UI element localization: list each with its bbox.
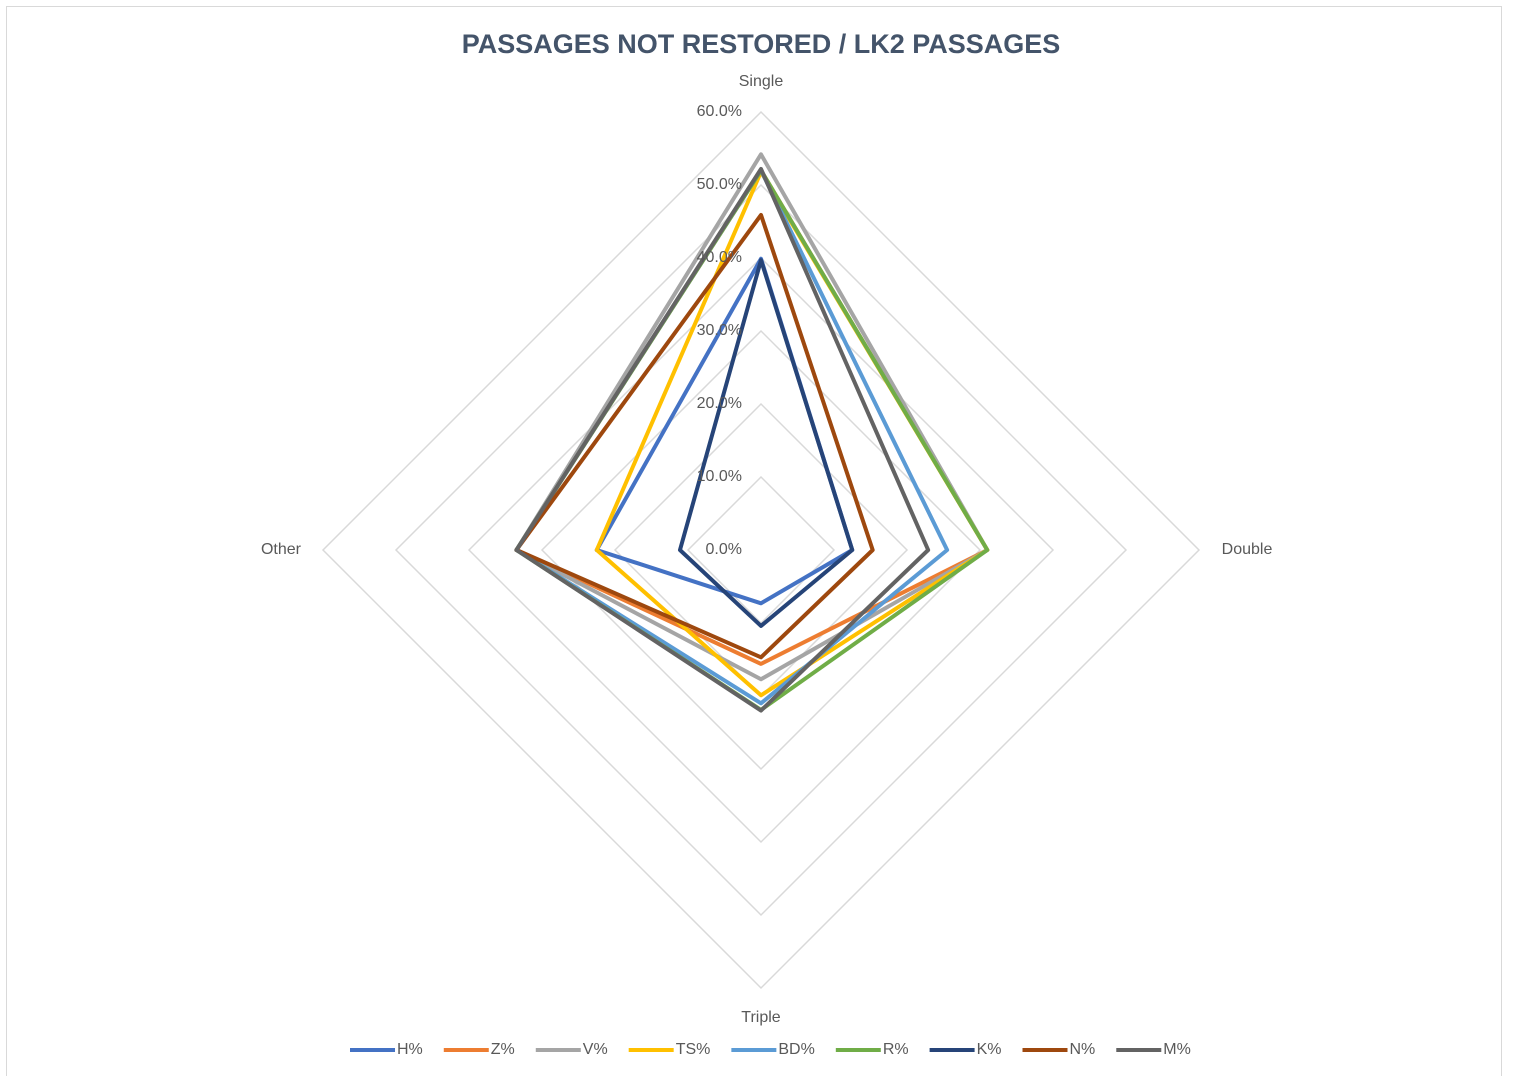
series-line (514, 166, 931, 713)
legend-label: R% (883, 1041, 909, 1058)
r-tick-label: 50.0% (697, 176, 742, 193)
axis-label: Single (739, 73, 784, 90)
legend-label: V% (583, 1041, 608, 1058)
grid-ring (467, 256, 1055, 844)
legend-label: TS% (676, 1041, 711, 1058)
legend-label: M% (1163, 1041, 1191, 1058)
r-tick-label: 30.0% (697, 322, 742, 339)
series-line (677, 258, 855, 628)
grid-ring (686, 475, 836, 625)
r-tick-label: 0.0% (706, 541, 742, 558)
grid-ring (394, 183, 1128, 917)
legend-label: H% (397, 1041, 423, 1058)
r-tick-label: 20.0% (697, 395, 742, 412)
legend-label: BD% (778, 1041, 814, 1058)
axis-label: Other (261, 541, 302, 558)
r-tick-label: 60.0% (697, 103, 742, 120)
r-tick-label: 10.0% (697, 468, 742, 485)
axis-label: Triple (741, 1009, 781, 1026)
legend-label: K% (977, 1041, 1002, 1058)
chart-title: PASSAGES NOT RESTORED / LK2 PASSAGES (462, 29, 1061, 59)
series-line (514, 152, 990, 682)
series-line (514, 212, 875, 660)
grid-ring (540, 329, 982, 771)
legend-label: Z% (491, 1041, 515, 1058)
legend-label: N% (1070, 1041, 1096, 1058)
axis-label: Double (1222, 541, 1273, 558)
grid-ring (321, 110, 1201, 990)
r-tick-label: 40.0% (697, 249, 742, 266)
